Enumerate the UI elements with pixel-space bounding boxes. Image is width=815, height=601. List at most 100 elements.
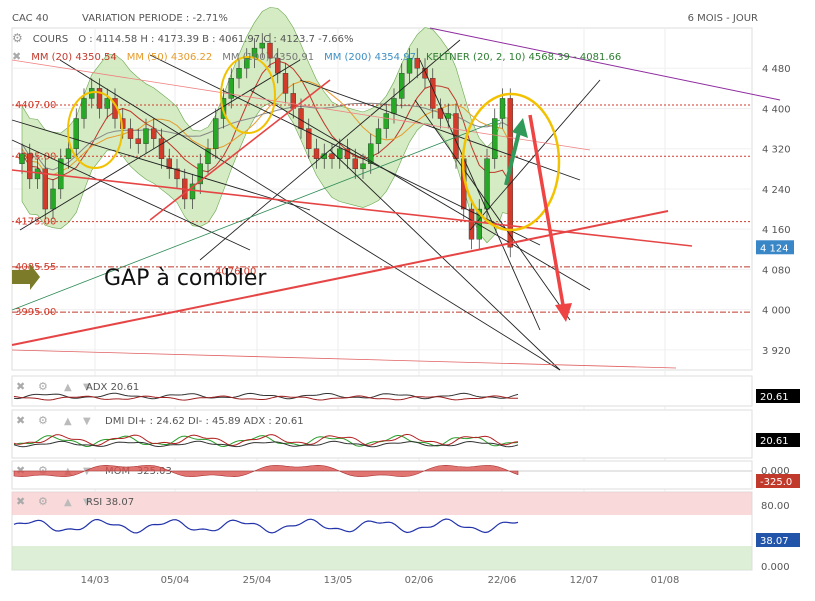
mom-area xyxy=(13,464,519,478)
trend-line-black xyxy=(419,59,541,331)
candle-body xyxy=(65,148,72,159)
highlight-ellipse xyxy=(220,56,276,134)
candle-body xyxy=(135,138,141,144)
rsi-badge-text: 38.07 xyxy=(760,536,789,547)
close-icon: ✖ xyxy=(16,495,25,508)
candle-body xyxy=(360,163,366,170)
move-up-icon: ▲ xyxy=(64,382,72,393)
candle-body xyxy=(236,68,242,79)
highlight-ellipse xyxy=(67,91,123,169)
mm100-line xyxy=(21,102,511,171)
candle-body xyxy=(58,158,64,190)
legend-mm200: MM (200) 4354.97 xyxy=(324,52,416,63)
down-arrow-head xyxy=(555,303,572,322)
mom-badge xyxy=(756,474,800,488)
candle-body xyxy=(81,98,87,119)
trend-line-black xyxy=(199,39,461,261)
candle-body xyxy=(321,153,327,159)
highlight-ellipse xyxy=(461,92,561,232)
y-tick-label: 4 320 xyxy=(762,145,791,156)
x-tick-label: 02/06 xyxy=(405,575,434,586)
candle-body xyxy=(228,78,234,99)
adx-line-2 xyxy=(13,395,518,401)
gear-icon: ⚙ xyxy=(38,380,48,393)
x-tick-label: 22/06 xyxy=(488,575,517,586)
y-tick-label: 4 080 xyxy=(762,265,791,276)
candle-body xyxy=(50,188,56,210)
x-tick-label: 13/05 xyxy=(324,575,353,586)
candle-body xyxy=(290,93,296,109)
candle-body xyxy=(244,57,250,69)
candle-body xyxy=(368,143,374,164)
dmi-panel xyxy=(11,409,753,459)
rsi-overbought-band xyxy=(12,492,752,515)
rsi-line xyxy=(13,518,519,534)
y-tick-label: 4 400 xyxy=(762,104,791,115)
candle-body xyxy=(197,163,203,185)
candle-body xyxy=(213,118,219,149)
candle-body xyxy=(151,128,157,139)
y-tick-label: 4 480 xyxy=(762,64,791,75)
candle-body xyxy=(476,208,482,240)
left-marker-arrow xyxy=(12,264,40,290)
y-tick-label: 4 160 xyxy=(762,225,791,236)
trend-line-red xyxy=(11,169,693,247)
legend-ohlc: O : 4114.58 H : 4173.39 B : 4061.97 C : … xyxy=(78,34,354,45)
candle-body xyxy=(329,153,335,159)
trend-line-black xyxy=(19,59,301,231)
candle-body xyxy=(27,153,33,180)
trend-line-black xyxy=(299,79,581,181)
legend-row-averages: ✖ MM (20) 4350.54 MM (50) 4306.22 MM (100) … xyxy=(12,50,631,63)
adx-legend: ADX 20.61 xyxy=(86,382,139,393)
candle-body xyxy=(166,158,172,170)
candle-body xyxy=(414,57,420,69)
candle-body xyxy=(422,68,428,79)
gap-annotation: GAP à combler xyxy=(104,266,267,291)
rsi-legend: RSI 38.07 xyxy=(86,497,134,508)
candle-body xyxy=(282,73,289,94)
dmi-badge xyxy=(756,433,800,447)
up-arrow xyxy=(504,127,522,186)
trend-line-red-thin xyxy=(11,59,591,151)
candle-body xyxy=(127,128,134,139)
rsi-tick-label: 80.00 xyxy=(761,501,790,512)
candle-body xyxy=(143,128,149,144)
trend-line-black xyxy=(329,149,561,371)
mom-badge-text: -325.0 xyxy=(760,477,792,488)
candle-body xyxy=(445,113,451,119)
x-tick-label: 14/03 xyxy=(81,575,110,586)
move-up-icon: ▲ xyxy=(64,416,72,427)
candle-body xyxy=(492,118,498,159)
candle-body xyxy=(437,108,444,119)
close-icon: ✖ xyxy=(16,414,25,427)
close-icon[interactable]: ✖ xyxy=(12,50,22,63)
period-label[interactable]: 6 MOIS - JOUR xyxy=(687,13,758,24)
trend-line-red xyxy=(11,210,669,346)
level-label: 4085.55 xyxy=(15,262,56,273)
y-tick-label: 3 920 xyxy=(762,346,791,357)
candle-body xyxy=(499,98,506,119)
candle-body xyxy=(205,148,211,164)
gear-icon: ⚙ xyxy=(38,414,48,427)
level-label: 4305.00 xyxy=(15,151,56,162)
candle-body xyxy=(344,148,351,159)
candle-body xyxy=(306,128,312,149)
trend-line-purple xyxy=(429,27,781,101)
trend-line-black xyxy=(11,139,251,251)
legend-mm50: MM (50) 4306.22 xyxy=(126,52,213,63)
level-label: 4175.00 xyxy=(15,217,56,228)
candle-body xyxy=(391,98,397,114)
dmi-adx-line xyxy=(13,440,519,448)
candle-body xyxy=(399,73,405,99)
gear-icon: ⚙ xyxy=(38,495,48,508)
candle-body xyxy=(406,57,413,74)
move-down-icon: ▼ xyxy=(83,497,91,508)
last-price-label: 4 124 xyxy=(760,243,789,254)
dmi-minus-line xyxy=(13,433,519,447)
trend-line-green xyxy=(11,119,501,311)
candle-body xyxy=(96,88,103,109)
gear-icon[interactable]: ⚙ xyxy=(12,31,23,45)
level-label: 3995.00 xyxy=(15,307,56,318)
y-tick-label: 4 000 xyxy=(762,306,791,317)
trend-line-black xyxy=(59,59,561,371)
